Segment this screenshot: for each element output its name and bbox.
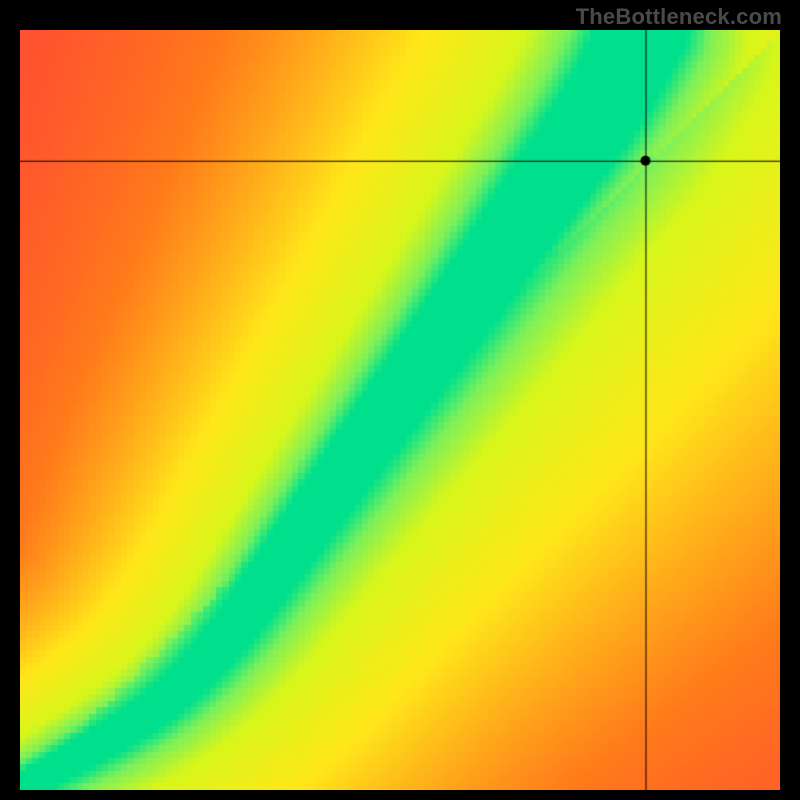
chart-container: TheBottleneck.com <box>0 0 800 800</box>
heatmap-canvas <box>20 30 780 790</box>
heatmap-plot <box>20 30 780 790</box>
watermark-text: TheBottleneck.com <box>576 4 782 30</box>
